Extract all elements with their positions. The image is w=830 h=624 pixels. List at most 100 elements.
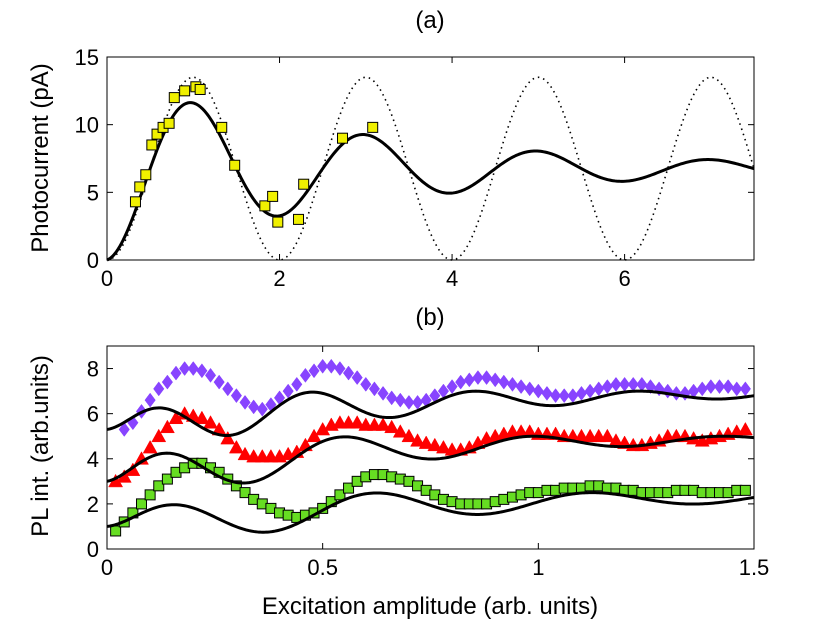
panel-b-diamond-series-point — [256, 401, 268, 417]
panel-b-diamond-series-point — [446, 379, 458, 395]
panel-b-diamond-series-point — [239, 394, 251, 410]
panel-a-measured-photocurrent-point — [140, 169, 152, 181]
panel-b-diamond-series-point — [317, 358, 329, 374]
panel-b-label: (b) — [415, 304, 444, 331]
panel-a-measured-photocurrent-point — [259, 200, 271, 212]
panel-b-square-series-point — [153, 480, 165, 492]
panel-b-triangle-series-point — [392, 424, 408, 438]
panel-a-measured-photocurrent-point — [293, 213, 305, 225]
panel-b-diamond-series-point — [463, 372, 475, 388]
panel-b-diamond-series-point — [550, 388, 562, 404]
panel-b-diamond-series-point — [386, 390, 398, 406]
panel-b-ytick-label: 4 — [87, 447, 99, 472]
panel-b-diamond-series-point — [584, 383, 596, 399]
panel-b-triangle-series-point — [237, 446, 253, 461]
panel-a-measured-photocurrent-point — [367, 121, 379, 133]
panel-a-measured-photocurrent-point — [229, 159, 241, 171]
panel-b-square-series-point — [110, 525, 122, 537]
panel-b-diamond-series-point — [368, 381, 380, 397]
panel-b-diamond-series-point — [230, 388, 242, 404]
panel-b-diamond-series-point — [705, 379, 717, 395]
panel-b-diamond-series-point — [601, 379, 613, 395]
panel-a-xtick-label: 4 — [446, 266, 458, 291]
panel-b-square-series-point — [239, 487, 251, 499]
panel-a-xtick-label: 6 — [618, 266, 630, 291]
panel-b-diamond-series-point — [713, 379, 726, 395]
panel-a-dotted-oscillation — [106, 76, 755, 261]
panel-b-diamond-series-point — [325, 358, 337, 374]
panel-b-diamond-series-point — [187, 361, 199, 376]
panel-a-measured-photocurrent-point — [272, 216, 284, 228]
panel-b-diamond-series-point — [472, 370, 484, 385]
panel-b-xtick-label: 1.5 — [739, 555, 770, 580]
panel-a-measured-photocurrent-point — [146, 139, 158, 151]
panel-a-markers — [129, 81, 379, 228]
panel-a-ytick-label: 0 — [87, 248, 99, 273]
panel-b-ytick-label: 0 — [87, 537, 99, 562]
panel-a-ytick-label: 10 — [75, 113, 99, 138]
panel-a-measured-photocurrent-point — [163, 117, 175, 129]
panel-b-diamond-series-point — [593, 381, 605, 397]
panel-b-square-series-point — [230, 480, 242, 492]
panel-b-lines — [106, 389, 755, 534]
panel-b-diamond-series-point — [299, 367, 311, 383]
panel-a-measured-photocurrent-point — [168, 92, 180, 104]
panel-b-square-series-point — [136, 498, 148, 510]
panel-a-measured-photocurrent-point — [298, 178, 310, 190]
panel-b-diamond-series-point — [222, 381, 234, 397]
panel-a-measured-photocurrent-point — [267, 190, 279, 202]
panel-b-diamond-series-point — [515, 379, 527, 395]
panel-b-markers — [108, 358, 753, 537]
panel-b-square-series-point — [161, 473, 173, 485]
panel-b-diamond-series-point — [532, 383, 544, 399]
panel-b-diamond-series-point — [558, 388, 570, 404]
panel-b-diamond-series-point — [144, 392, 156, 408]
panel-a-damped-fit — [106, 101, 755, 262]
panel-a: (a) 0 2 4 6 0 5 10 15 Photocurrent (pA) — [27, 7, 755, 291]
panel-b-xtick-label: 1 — [532, 555, 544, 580]
panel-b-diamond-series-point — [636, 376, 648, 392]
panel-b-diamond-series-point — [394, 392, 406, 408]
panel-b-diamond-series-point — [481, 370, 493, 385]
panel-b-diamond-series-point — [291, 376, 303, 392]
panel-b-diamond-series-point — [179, 361, 191, 376]
panel-b-diamond-series-point — [118, 422, 130, 437]
panel-a-measured-photocurrent-point — [129, 196, 141, 208]
panel-b-triangle-series-point — [220, 430, 236, 445]
panel-b-xtick-label: 0.5 — [307, 555, 338, 580]
panel-b-diamond-series-point — [161, 374, 173, 390]
panel-b-diamond-series-point — [506, 376, 519, 392]
panel-b-triangle-series-point — [306, 428, 322, 443]
panel-a-ticks: 0 2 4 6 0 5 10 15 — [75, 45, 754, 291]
panel-b-diamond-series-point — [610, 376, 622, 392]
panel-b-triangle-series-point — [410, 433, 425, 447]
panel-b-diamond-series-point — [334, 361, 346, 376]
panel-b-triangle-series-point — [228, 439, 244, 454]
panel-b-triangle-series-point — [349, 415, 365, 429]
panel-b-ytick-label: 8 — [87, 357, 99, 382]
panel-b-triangle-series-point — [436, 439, 451, 454]
panel-b-diamond-series-point — [213, 374, 225, 390]
panel-a-ytick-label: 5 — [87, 180, 99, 205]
panel-b-diamond-series-point — [342, 365, 355, 381]
panel-b-ylabel: PL int. (arb.units) — [27, 355, 54, 537]
panel-a-measured-photocurrent-point — [151, 128, 163, 140]
panel-b-triangle-series-point — [384, 419, 400, 434]
panel-b-diamond-series-point — [567, 388, 579, 404]
panel-b-frame — [106, 345, 755, 550]
panel-a-measured-photocurrent-point — [134, 181, 146, 193]
panel-a-measured-photocurrent-point — [179, 85, 191, 97]
panel-b-xlabel: Excitation amplitude (arb. units) — [262, 593, 598, 620]
panel-a-lines — [106, 76, 755, 262]
panel-b-diamond-series-point — [489, 372, 501, 388]
panel-b-triangle-series-point — [418, 435, 434, 449]
panel-b-triangle-series-point — [427, 437, 443, 452]
panel-a-measured-photocurrent-point — [216, 121, 228, 133]
panel-b-triangle-fit — [106, 434, 755, 485]
panel-a-ylabel: Photocurrent (pA) — [27, 63, 54, 252]
panel-b-diamond-series-point — [196, 363, 208, 379]
panel-b-triangle-series-point — [194, 410, 210, 425]
panel-b-xtick-label: 0 — [101, 555, 113, 580]
panel-b-triangle-series-point — [599, 428, 615, 443]
